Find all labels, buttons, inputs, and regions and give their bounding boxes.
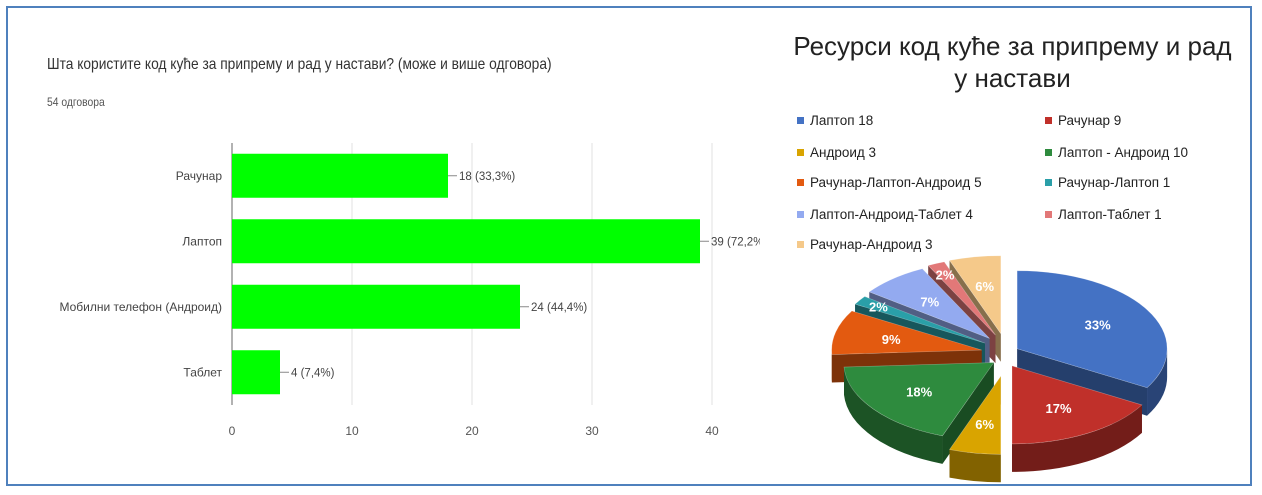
bar-chart: 0 10 20 30 40 Рачунар 18 (33,3%) Лаптоп 39 (72,2… bbox=[59, 143, 760, 438]
response-count: 54 одговора bbox=[47, 95, 105, 109]
legend-item: Лаптоп-Андроид-Таблет 4 bbox=[797, 207, 973, 222]
legend-item: Лаптоп 18 bbox=[797, 113, 873, 128]
x-tick-label: 20 bbox=[465, 424, 479, 438]
legend-item: Рачунар-Лаптоп-Андроид 5 bbox=[797, 175, 982, 190]
bar-value-label: 18 (33,3%) bbox=[459, 171, 515, 183]
legend-swatch bbox=[797, 241, 804, 248]
legend-label: Рачунар 9 bbox=[1058, 113, 1122, 128]
legend-item: Рачунар-Андроид 3 bbox=[797, 237, 933, 252]
legend-label: Андроид 3 bbox=[810, 145, 877, 160]
pie-chart-title: Ресурси код куће за припрему и рад у нас… bbox=[793, 31, 1232, 93]
legend-label: Рачунар-Андроид 3 bbox=[810, 237, 933, 252]
x-tick-label: 0 bbox=[229, 424, 236, 438]
legend-swatch bbox=[797, 179, 804, 186]
category-label: Мобилни телефон (Андроид) bbox=[59, 300, 222, 314]
legend-label: Лаптоп-Андроид-Таблет 4 bbox=[810, 207, 973, 222]
bar bbox=[232, 350, 280, 395]
category-label: Рачунар bbox=[176, 169, 223, 183]
legend-item: Лаптоп-Таблет 1 bbox=[1045, 207, 1162, 222]
bar bbox=[232, 219, 700, 264]
x-tick-label: 10 bbox=[345, 424, 359, 438]
legend-label: Лаптоп-Таблет 1 bbox=[1058, 207, 1162, 222]
legend-swatch bbox=[797, 117, 804, 124]
bar bbox=[232, 153, 448, 198]
category-label: Таблет bbox=[183, 365, 222, 379]
legend-item: Андроид 3 bbox=[797, 145, 876, 160]
legend-label: Лаптоп 18 bbox=[810, 113, 874, 128]
legend-swatch bbox=[1045, 211, 1052, 218]
legend-swatch bbox=[797, 211, 804, 218]
legend-swatch bbox=[1045, 117, 1052, 124]
legend-item: Рачунар 9 bbox=[1045, 113, 1121, 128]
x-tick-label: 40 bbox=[705, 424, 719, 438]
bar bbox=[232, 284, 520, 329]
legend-label: Рачунар-Лаптоп-Андроид 5 bbox=[810, 175, 982, 190]
bar-chart-title: Шта користите код куће за припрему и рад… bbox=[47, 56, 552, 73]
legend-swatch bbox=[1045, 149, 1052, 156]
legend-swatch bbox=[1045, 179, 1052, 186]
bar-value-label: 4 (7,4%) bbox=[291, 367, 335, 379]
bar-value-label: 39 (72,2%) bbox=[711, 236, 760, 248]
bar-value-label: 24 (44,4%) bbox=[531, 302, 587, 314]
legend-label: Лаптоп - Андроид 10 bbox=[1058, 145, 1189, 160]
legend-item: Лаптоп - Андроид 10 bbox=[1045, 145, 1188, 160]
legend-label: Рачунар-Лаптоп 1 bbox=[1058, 175, 1171, 190]
category-label: Лаптоп bbox=[182, 234, 222, 248]
legend-swatch bbox=[797, 149, 804, 156]
x-tick-label: 30 bbox=[585, 424, 599, 438]
legend-item: Рачунар-Лаптоп 1 bbox=[1045, 175, 1170, 190]
